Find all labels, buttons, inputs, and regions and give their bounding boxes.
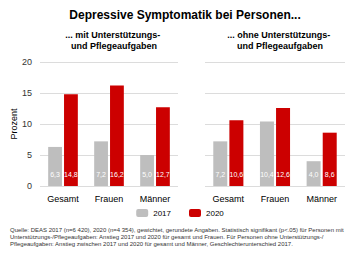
svg-text:Männer: Männer xyxy=(140,194,171,204)
svg-text:und Pflegeaufgaben: und Pflegeaufgaben xyxy=(71,41,157,51)
svg-text:Frauen: Frauen xyxy=(95,194,124,204)
svg-text:10: 10 xyxy=(22,119,32,129)
svg-text:7,2: 7,2 xyxy=(215,171,225,178)
svg-text:8,6: 8,6 xyxy=(325,171,335,178)
svg-text:und Pflegeaufgaben: und Pflegeaufgaben xyxy=(237,41,323,51)
svg-text:16,2: 16,2 xyxy=(110,171,124,178)
svg-text:12,7: 12,7 xyxy=(156,171,170,178)
svg-text:7,2: 7,2 xyxy=(96,171,106,178)
svg-text:12,6: 12,6 xyxy=(276,171,290,178)
svg-text:Quelle: DEAS 2017 (n=6 420), 2: Quelle: DEAS 2017 (n=6 420), 2020 (n=4 3… xyxy=(10,227,345,233)
svg-text:2020: 2020 xyxy=(206,209,224,218)
svg-text:Gesamt: Gesamt xyxy=(213,194,245,204)
svg-text:10,6: 10,6 xyxy=(230,171,244,178)
svg-text:... mit Unterstützungs-: ... mit Unterstützungs- xyxy=(65,30,163,40)
svg-text:14,8: 14,8 xyxy=(64,171,78,178)
svg-text:Pflegeaufgaben: Anstieg zwisch: Pflegeaufgaben: Anstieg zwischen 2017 un… xyxy=(10,241,293,247)
svg-text:0: 0 xyxy=(27,181,32,191)
svg-text:6,3: 6,3 xyxy=(50,171,60,178)
svg-text:Prozent: Prozent xyxy=(9,108,19,140)
svg-text:Depressive Symptomatik bei Per: Depressive Symptomatik bei Personen... xyxy=(69,8,300,22)
svg-text:Frauen: Frauen xyxy=(261,194,290,204)
svg-text:Männer: Männer xyxy=(306,194,337,204)
svg-text:20: 20 xyxy=(22,57,32,67)
svg-text:5: 5 xyxy=(27,150,32,160)
svg-text:... ohne Unterstützungs-: ... ohne Unterstützungs- xyxy=(227,30,333,40)
svg-text:10,4: 10,4 xyxy=(260,171,274,178)
svg-text:Gesamt: Gesamt xyxy=(47,194,79,204)
svg-text:5,0: 5,0 xyxy=(142,171,152,178)
svg-text:4,0: 4,0 xyxy=(309,171,319,178)
svg-text:15: 15 xyxy=(22,88,32,98)
svg-text:2017: 2017 xyxy=(153,209,171,218)
svg-text:Unterstützungs-/Pflegeaufgaben: Unterstützungs-/Pflegeaufgaben: Anstieg … xyxy=(10,234,324,240)
